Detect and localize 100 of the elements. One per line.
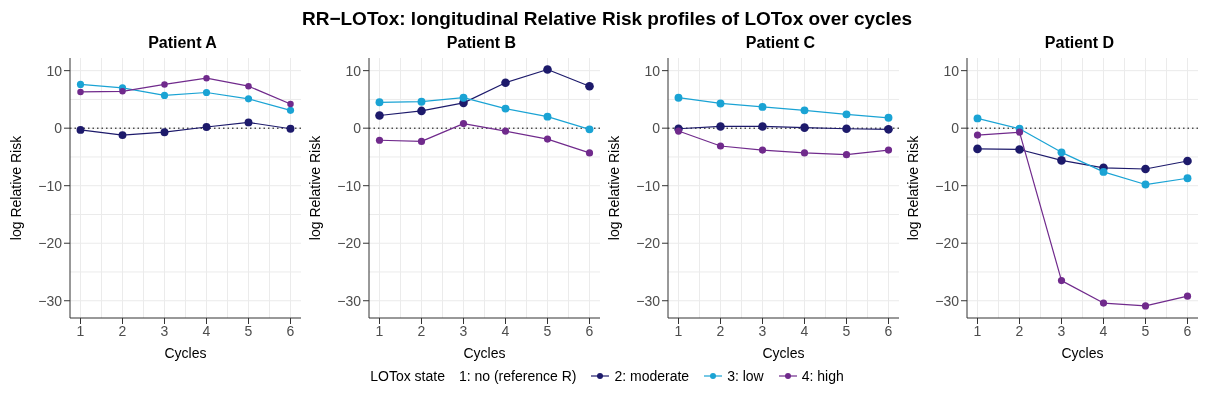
point: [375, 98, 384, 107]
point: [203, 74, 210, 82]
y-tick-label: −10: [337, 177, 362, 194]
y-axis-title: log Relative Risk: [306, 134, 323, 241]
point: [585, 149, 594, 157]
x-tick-label: 6: [286, 322, 295, 339]
point: [800, 123, 809, 132]
point: [884, 125, 893, 134]
y-tick-label: −20: [337, 235, 362, 252]
y-tick-label: −20: [38, 235, 63, 252]
y-axis-title: log Relative Risk: [605, 134, 622, 241]
x-tick-label: 2: [1015, 322, 1024, 339]
point: [286, 124, 295, 133]
point: [1057, 156, 1066, 165]
chart-subtitle: Patient B: [445, 34, 517, 53]
point: [800, 149, 809, 157]
point: [1183, 174, 1192, 183]
x-tick-label: 2: [118, 322, 127, 339]
y-tick-label: 0: [54, 120, 63, 137]
point: [417, 106, 426, 116]
x-tick-label: 1: [375, 322, 384, 339]
chart-subtitle: Patient A: [147, 34, 217, 53]
point: [1015, 145, 1024, 154]
point: [160, 91, 169, 99]
point: [973, 144, 982, 154]
point: [585, 81, 594, 91]
point: [973, 131, 982, 139]
point: [76, 80, 85, 89]
point: [118, 131, 127, 140]
y-tick-label: 0: [353, 120, 362, 137]
x-tick-label: 3: [459, 322, 468, 339]
text: 1: no (reference R): [458, 368, 577, 384]
point: [973, 114, 982, 123]
x-tick-label: 6: [884, 322, 893, 339]
point: [842, 110, 851, 119]
y-tick-label: −30: [636, 292, 661, 309]
y-tick-label: −10: [935, 177, 960, 194]
point: [287, 100, 294, 108]
point: [884, 146, 893, 154]
point: [543, 112, 552, 121]
point: [77, 88, 84, 96]
text: RR−LOTox: longitudinal Relative Risk profiles of LOTox over cycles: [300, 8, 914, 31]
x-axis-title: Cycles: [762, 345, 805, 361]
point: [1141, 180, 1150, 189]
point: [459, 119, 468, 128]
y-tick-label: 0: [652, 120, 661, 137]
x-tick-label: 1: [76, 322, 85, 339]
point: [758, 122, 767, 131]
y-tick-label: −30: [337, 292, 362, 309]
y-tick-label: 0: [951, 120, 960, 137]
y-tick-label: −20: [935, 235, 960, 252]
point: [842, 151, 851, 159]
x-tick-label: 2: [417, 322, 426, 339]
x-tick-label: 4: [202, 322, 211, 339]
point: [161, 81, 168, 88]
x-axis-title: Cycles: [164, 345, 207, 361]
point: [375, 136, 384, 144]
point: [501, 78, 510, 88]
y-tick-label: 10: [46, 62, 63, 79]
point: [501, 104, 510, 113]
x-tick-label: 5: [1141, 322, 1150, 339]
point: [244, 95, 253, 103]
point: [286, 106, 295, 114]
y-tick-label: 10: [943, 62, 960, 79]
chart-subtitle: Patient D: [1043, 34, 1115, 53]
point: [1183, 156, 1192, 166]
point: [375, 111, 384, 120]
point: [244, 118, 253, 127]
point: [800, 106, 809, 115]
x-tick-label: 4: [1099, 322, 1108, 339]
x-axis-title: Cycles: [1061, 345, 1104, 361]
point: [417, 97, 426, 106]
legend-label: 3: low: [727, 368, 764, 384]
point: [76, 125, 85, 134]
y-axis-title: log Relative Risk: [7, 134, 24, 241]
point: [674, 93, 683, 102]
point: [716, 122, 725, 131]
x-tick-label: 5: [842, 322, 851, 339]
x-tick-label: 5: [543, 322, 552, 339]
point: [417, 137, 426, 146]
y-tick-label: 10: [644, 62, 661, 79]
point: [1141, 302, 1150, 310]
point: [758, 146, 767, 154]
point: [1015, 128, 1024, 136]
x-tick-label: 1: [973, 322, 982, 339]
point: [884, 113, 893, 122]
y-tick-label: −10: [636, 177, 661, 194]
point: [245, 82, 252, 90]
y-tick-label: −30: [935, 292, 960, 309]
point: [543, 65, 552, 74]
y-tick-label: −20: [636, 235, 661, 252]
point: [1099, 299, 1108, 307]
y-tick-label: 10: [345, 62, 362, 79]
x-tick-label: 1: [674, 322, 683, 339]
point: [758, 102, 767, 111]
y-tick-label: −30: [38, 292, 63, 309]
x-tick-label: 6: [585, 322, 594, 339]
point: [119, 88, 126, 95]
x-tick-label: 4: [800, 322, 809, 339]
x-tick-label: 4: [501, 322, 510, 339]
